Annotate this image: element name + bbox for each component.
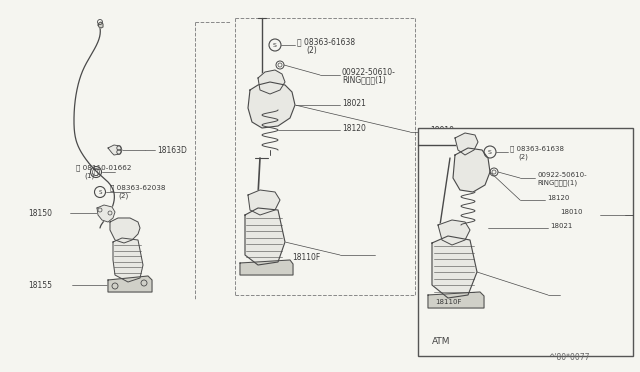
Polygon shape — [258, 70, 285, 94]
Polygon shape — [455, 133, 478, 155]
Polygon shape — [108, 145, 122, 155]
Polygon shape — [110, 218, 140, 243]
Polygon shape — [240, 260, 293, 275]
Polygon shape — [432, 236, 477, 298]
Polygon shape — [248, 190, 280, 215]
Text: S: S — [488, 150, 492, 154]
Text: RINGリング(1): RINGリング(1) — [342, 76, 386, 84]
Polygon shape — [245, 208, 285, 265]
Text: Ⓢ 08363-61638: Ⓢ 08363-61638 — [297, 38, 355, 46]
Polygon shape — [453, 148, 490, 192]
Text: 18155: 18155 — [28, 280, 52, 289]
Text: 18120: 18120 — [342, 124, 366, 132]
Bar — [418, 128, 633, 356]
Text: (1): (1) — [84, 173, 94, 179]
Text: RINGリング(1): RINGリング(1) — [537, 180, 577, 186]
Text: Ⓢ 08363-61638: Ⓢ 08363-61638 — [510, 146, 564, 152]
Polygon shape — [438, 220, 470, 245]
Text: 18110F: 18110F — [435, 299, 461, 305]
Text: S: S — [99, 189, 102, 195]
Text: Ⓑ 08110-01662: Ⓑ 08110-01662 — [76, 165, 131, 171]
Text: ATM: ATM — [432, 337, 451, 346]
Text: ^'80*0077: ^'80*0077 — [548, 353, 590, 362]
Text: Ⓢ 08363-62038: Ⓢ 08363-62038 — [110, 185, 166, 191]
Text: 18150: 18150 — [28, 208, 52, 218]
Text: Ⓑ: Ⓑ — [94, 169, 98, 175]
Text: 18021: 18021 — [342, 99, 366, 108]
Polygon shape — [248, 82, 295, 128]
Text: 00922-50610-: 00922-50610- — [342, 67, 396, 77]
Text: (2): (2) — [118, 193, 128, 199]
Text: 18010: 18010 — [430, 125, 454, 135]
Polygon shape — [97, 205, 115, 222]
Text: 00922-50610-: 00922-50610- — [537, 172, 587, 178]
Text: 18120: 18120 — [547, 195, 570, 201]
Polygon shape — [108, 276, 152, 292]
Text: (2): (2) — [518, 154, 528, 160]
Text: (2): (2) — [306, 45, 317, 55]
Text: S: S — [273, 42, 277, 48]
Polygon shape — [428, 292, 484, 308]
Text: 18163D: 18163D — [157, 145, 187, 154]
Text: 18010: 18010 — [560, 209, 582, 215]
Polygon shape — [98, 22, 103, 28]
Polygon shape — [113, 238, 143, 282]
Text: 18110F: 18110F — [292, 253, 320, 263]
Text: 18021: 18021 — [550, 223, 572, 229]
